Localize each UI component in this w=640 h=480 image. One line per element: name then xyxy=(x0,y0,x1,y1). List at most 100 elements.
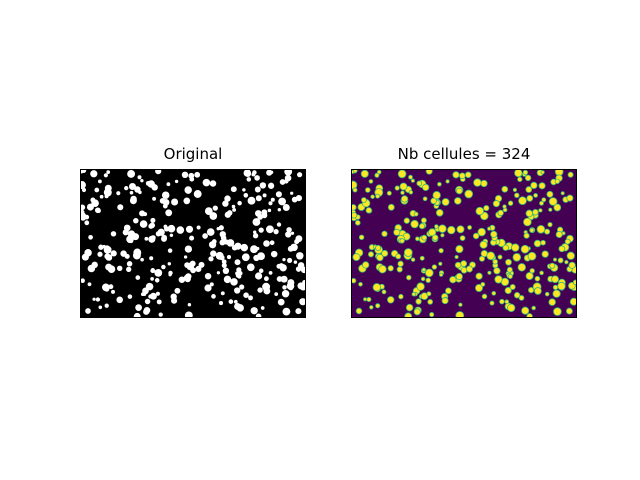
cell-blob xyxy=(108,284,114,290)
labeled-cell xyxy=(491,290,497,296)
labeled-cell xyxy=(366,296,372,303)
cell-blob xyxy=(163,224,168,229)
labeled-cell xyxy=(368,179,374,184)
cell-blob xyxy=(232,207,237,212)
labeled-cell xyxy=(540,170,545,175)
cell-blob xyxy=(282,204,290,211)
cell-blob xyxy=(230,186,237,193)
cell-blob xyxy=(222,200,229,207)
cell-blob xyxy=(94,207,101,214)
labeled-cell xyxy=(410,178,415,183)
labeled-cell xyxy=(415,236,420,242)
labeled-cell xyxy=(456,187,463,195)
cell-blob xyxy=(159,198,166,204)
labeled-cell xyxy=(544,291,550,297)
labeled-cell xyxy=(548,197,558,206)
labeled-cell xyxy=(512,187,518,193)
labeled-cell xyxy=(539,200,544,206)
labeled-cell xyxy=(352,253,361,262)
labeled-cell xyxy=(538,182,546,190)
cell-blob xyxy=(128,182,137,191)
cell-blob xyxy=(209,212,218,220)
cell-blob xyxy=(255,195,262,202)
labeled-cell xyxy=(456,225,465,234)
labeled-cell xyxy=(534,287,542,295)
cell-blob xyxy=(269,240,275,246)
cell-blob xyxy=(287,257,293,263)
cell-blob xyxy=(139,220,148,228)
labeled-cell xyxy=(481,293,488,300)
labeled-cell xyxy=(507,200,514,206)
labeled-cell xyxy=(504,286,512,295)
cell-blob xyxy=(295,308,302,315)
cell-blob xyxy=(168,273,172,277)
cell-blob xyxy=(133,248,142,257)
labeled-cell xyxy=(403,217,410,224)
labeled-cell xyxy=(455,311,465,317)
labeled-cell xyxy=(520,244,530,254)
cell-blob xyxy=(181,171,189,179)
cell-blob xyxy=(299,298,305,306)
labeled-cell xyxy=(497,209,504,217)
labeled-cell xyxy=(489,300,495,306)
labeled-cell xyxy=(354,219,361,226)
labeled-cell xyxy=(525,209,534,218)
cell-blob xyxy=(297,172,303,178)
cell-blob xyxy=(279,179,286,185)
labeled-cell xyxy=(566,194,574,202)
cell-blob xyxy=(151,268,155,272)
original-panel-title: Original xyxy=(163,145,223,163)
cell-blob xyxy=(144,236,149,241)
cell-blob xyxy=(290,191,294,195)
cell-blob xyxy=(183,197,191,205)
cell-blob xyxy=(102,283,110,292)
cell-blob xyxy=(270,250,278,258)
cell-blob xyxy=(243,192,249,198)
labeled-cell xyxy=(398,293,404,300)
labeled-cell xyxy=(431,264,438,270)
cell-blob xyxy=(84,220,90,226)
labeled-cell xyxy=(502,244,509,251)
cell-blob xyxy=(246,263,255,272)
labeled-cell xyxy=(499,298,505,305)
cell-blob xyxy=(204,272,212,280)
cell-blob xyxy=(282,307,291,316)
cell-blob xyxy=(226,255,232,260)
cell-blob xyxy=(270,197,275,202)
labeled-cell xyxy=(475,284,484,293)
labeled-cell xyxy=(362,261,370,269)
cell-blob xyxy=(202,233,208,239)
cell-blob xyxy=(188,172,195,179)
cell-blob xyxy=(116,296,123,304)
labeled-cell xyxy=(387,265,394,272)
cell-blob xyxy=(97,251,103,257)
cell-blob xyxy=(216,227,220,231)
cell-blob xyxy=(208,256,214,262)
labeled-cell xyxy=(421,234,428,241)
cell-blob xyxy=(95,297,101,302)
cell-blob xyxy=(129,190,134,195)
labeled-cell xyxy=(421,267,426,272)
labeled-cell xyxy=(546,190,554,198)
cell-blob xyxy=(91,261,98,269)
cell-blob xyxy=(258,228,263,233)
cell-blob xyxy=(221,262,227,268)
labeled-cell xyxy=(487,270,492,275)
labeled-cell xyxy=(525,186,533,193)
cell-blob xyxy=(81,181,86,189)
labeled-cell xyxy=(372,283,381,292)
labeled-cell xyxy=(538,208,543,213)
cell-blob xyxy=(124,253,130,259)
cell-blob xyxy=(263,287,271,295)
cell-blob xyxy=(122,229,129,236)
cell-blob xyxy=(284,179,289,184)
labeled-cell xyxy=(567,171,574,178)
cell-blob xyxy=(282,257,286,262)
labeled-cell xyxy=(541,250,549,258)
cell-blob xyxy=(241,253,250,262)
cell-blob xyxy=(184,311,193,317)
labeled-cell xyxy=(533,239,542,248)
labeled-cell xyxy=(554,178,560,184)
cell-blob xyxy=(257,252,265,261)
labeled-cell xyxy=(416,282,425,291)
